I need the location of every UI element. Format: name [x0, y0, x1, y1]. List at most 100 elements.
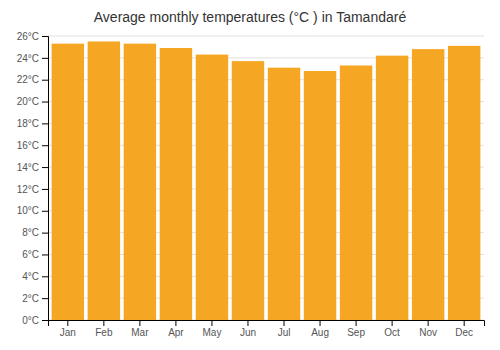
- bars: [52, 41, 481, 320]
- y-tick-mark: [42, 189, 48, 190]
- x-tick: May: [202, 320, 221, 338]
- y-axis: 0°C 2°C 4°C 6°C 8°C 10°C 12°C 14°C 16°C 18°C 20°C 2…: [17, 31, 49, 326]
- grid-line: [48, 36, 484, 37]
- y-tick-label: 26°C: [17, 31, 39, 42]
- x-tick-label: Apr: [168, 327, 184, 338]
- y-tick-label: 22°C: [17, 74, 39, 85]
- x-axis: Jan Feb Mar Apr May Jun Jul Aug Sep Oct Nov Dec: [49, 320, 485, 338]
- y-tick-label: 6°C: [22, 249, 39, 260]
- y-tick-mark: [42, 145, 48, 146]
- x-tick-mark: [392, 320, 393, 326]
- y-tick: 16°C: [17, 140, 48, 151]
- y-tick-mark: [42, 211, 48, 212]
- x-tick: Sep: [347, 320, 365, 338]
- y-tick-label: 12°C: [17, 184, 39, 195]
- x-tick-mark: [284, 320, 285, 326]
- chart-container: Jan Feb Mar Apr May Jun Jul Aug Sep Oct Nov Dec 0°C 2…: [0, 0, 500, 350]
- y-tick-mark: [42, 298, 48, 299]
- y-axis-line: [42, 37, 49, 321]
- x-tick-label: Jun: [240, 327, 256, 338]
- y-tick: 18°C: [17, 118, 48, 129]
- y-tick-mark: [42, 233, 48, 234]
- bar: [412, 49, 444, 320]
- x-tick-mark: [428, 320, 429, 326]
- x-tick-label: Aug: [311, 327, 329, 338]
- x-tick: Jun: [240, 320, 256, 338]
- x-tick-label: Dec: [455, 327, 473, 338]
- y-tick-label: 4°C: [22, 271, 39, 282]
- x-tick-label: Jul: [278, 327, 291, 338]
- y-tick-mark: [42, 320, 48, 321]
- bar: [232, 61, 264, 320]
- x-tick: Apr: [168, 320, 184, 338]
- y-tick-mark: [42, 276, 48, 277]
- y-tick-mark: [42, 102, 48, 103]
- x-tick-mark: [356, 320, 357, 326]
- x-tick: Jul: [278, 320, 291, 338]
- y-tick-label: 16°C: [17, 140, 39, 151]
- y-tick-mark: [42, 167, 48, 168]
- chart-title: Average monthly temperatures (°C ) in Ta…: [94, 9, 407, 25]
- bar: [88, 41, 120, 320]
- x-tick-mark: [67, 320, 68, 326]
- chart-svg: Jan Feb Mar Apr May Jun Jul Aug Sep Oct Nov Dec 0°C 2…: [0, 0, 500, 350]
- bar: [160, 48, 192, 320]
- x-tick-label: Oct: [384, 327, 400, 338]
- y-tick-mark: [42, 36, 48, 37]
- x-tick: Oct: [384, 320, 400, 338]
- x-tick: Nov: [419, 320, 437, 338]
- grid: [48, 36, 484, 320]
- x-tick-label: May: [202, 327, 221, 338]
- x-tick-mark: [139, 320, 140, 326]
- y-tick: 24°C: [17, 53, 48, 64]
- x-tick-label: Mar: [131, 327, 149, 338]
- y-tick-mark: [42, 58, 48, 59]
- y-tick: 2°C: [22, 293, 48, 304]
- bar: [304, 71, 336, 320]
- y-tick: 0°C: [22, 315, 48, 326]
- x-tick-label: Sep: [347, 327, 365, 338]
- y-tick-label: 20°C: [17, 96, 39, 107]
- x-tick-mark: [320, 320, 321, 326]
- y-tick-label: 24°C: [17, 53, 39, 64]
- y-tick: 4°C: [22, 271, 48, 282]
- y-tick-label: 10°C: [17, 205, 39, 216]
- bar: [268, 68, 300, 320]
- y-tick: 22°C: [17, 74, 48, 85]
- bar: [376, 56, 408, 320]
- y-tick: 10°C: [17, 205, 48, 216]
- x-tick-label: Feb: [95, 327, 113, 338]
- x-tick-mark: [103, 320, 104, 326]
- y-tick-label: 14°C: [17, 162, 39, 173]
- bar: [196, 55, 228, 320]
- y-tick-mark: [42, 254, 48, 255]
- y-tick: 6°C: [22, 249, 48, 260]
- y-tick: 26°C: [17, 31, 48, 42]
- bar: [52, 44, 84, 320]
- y-tick: 8°C: [22, 227, 48, 238]
- bar: [124, 44, 156, 320]
- x-tick-mark: [464, 320, 465, 326]
- x-tick-mark: [211, 320, 212, 326]
- x-tick-mark: [247, 320, 248, 326]
- y-tick-label: 8°C: [22, 227, 39, 238]
- x-tick: Feb: [95, 320, 113, 338]
- x-axis-line: [49, 321, 485, 327]
- y-tick-mark: [42, 123, 48, 124]
- plot-area: Jan Feb Mar Apr May Jun Jul Aug Sep Oct Nov Dec 0°C 2…: [17, 31, 485, 338]
- bar: [448, 46, 480, 320]
- x-tick: Mar: [131, 320, 149, 338]
- x-tick-mark: [175, 320, 176, 326]
- y-tick-label: 18°C: [17, 118, 39, 129]
- y-tick-label: 0°C: [22, 315, 39, 326]
- x-tick: Dec: [455, 320, 473, 338]
- y-tick-mark: [42, 80, 48, 81]
- x-tick: Jan: [60, 320, 76, 338]
- x-tick: Aug: [311, 320, 329, 338]
- y-tick: 12°C: [17, 184, 48, 195]
- y-tick: 14°C: [17, 162, 48, 173]
- bar: [340, 65, 372, 320]
- x-tick-label: Nov: [419, 327, 437, 338]
- x-tick-label: Jan: [60, 327, 76, 338]
- y-tick-label: 2°C: [22, 293, 39, 304]
